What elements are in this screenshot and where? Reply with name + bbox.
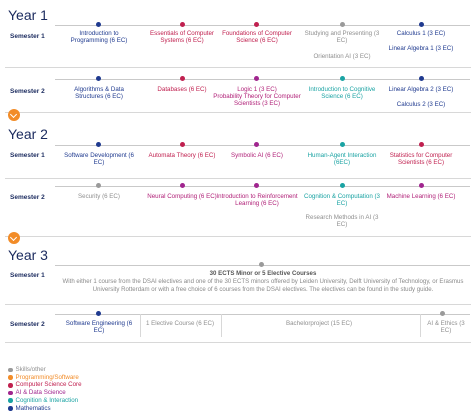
course-machine-learning[interactable]: Machine Learning (6 EC)	[386, 193, 456, 200]
course-dot-icon	[254, 142, 259, 147]
course-dot-icon	[96, 311, 101, 316]
y3s2-separator	[140, 314, 141, 337]
course-symbolic-ai[interactable]: Symbolic AI (6 EC)	[231, 152, 283, 159]
course-human-agent-interaction[interactable]: Human-Agent Interaction (6EC)	[307, 152, 377, 167]
course-dot-icon	[254, 183, 259, 188]
y1s1-timeline	[55, 25, 470, 26]
y3s2-separator	[420, 314, 421, 337]
course-dot-icon	[440, 311, 445, 316]
course-dot-icon	[340, 142, 345, 147]
year-1-title: Year 1	[8, 7, 48, 23]
minor-description: With either 1 course from the DSAI elect…	[62, 277, 464, 293]
course-automata-theory[interactable]: Automata Theory (6 EC)	[148, 152, 216, 159]
legend-dot-icon	[8, 367, 13, 373]
y3-semester-1-label: Semester 1	[10, 272, 45, 279]
legend-item-programming: Programming/Software	[8, 374, 82, 382]
legend-item-cognition: Cognition & Interaction	[8, 397, 82, 405]
course-ai-ethics[interactable]: AI & Ethics (3 EC)	[427, 320, 465, 335]
course-neural-computing[interactable]: Neural Computing (6 EC)	[147, 193, 217, 200]
course-algorithms-data-structures[interactable]: Algorithms & Data Structures (6 EC)	[74, 86, 124, 101]
course-dot-icon	[340, 22, 345, 27]
course-logic-1[interactable]: Logic 1 (3 EC)	[237, 86, 277, 93]
y1s2-timeline	[55, 79, 470, 80]
course-dot-icon	[180, 22, 185, 27]
course-software-engineering[interactable]: Software Engineering (6 EC)	[65, 320, 133, 335]
y3s2-timeline	[55, 314, 470, 315]
minor-title: 30 ECTS Minor or 5 Elective Courses	[209, 270, 317, 277]
course-databases[interactable]: Databases (6 EC)	[157, 86, 207, 93]
expand-year-1-chevron-icon[interactable]	[8, 109, 20, 121]
course-bachelorproject[interactable]: Bachelorproject (15 EC)	[285, 320, 353, 327]
y2s1-divider	[5, 178, 471, 179]
y3-semester-2-label: Semester 2	[10, 321, 45, 328]
y1-semester-2-label: Semester 2	[10, 88, 45, 95]
legend: Skills/other Programming/Software Comput…	[8, 366, 82, 412]
course-calculus-2[interactable]: Calculus 2 (3 EC)	[396, 101, 446, 108]
course-dot-icon	[180, 183, 185, 188]
course-dot-icon	[96, 22, 101, 27]
y2s1-timeline	[55, 145, 470, 146]
course-essentials-computer-systems[interactable]: Essentials of Computer Systems (6 EC)	[150, 30, 214, 45]
legend-dot-icon	[8, 383, 13, 388]
course-software-development[interactable]: Software Development (6 EC)	[64, 152, 134, 167]
legend-dot-icon	[8, 406, 13, 411]
y2-semester-1-label: Semester 1	[10, 152, 45, 159]
year-3-title: Year 3	[8, 247, 48, 263]
course-dot-icon	[96, 183, 101, 188]
course-intro-reinforcement-learning[interactable]: Introduction to Reinforcement Learning (…	[216, 193, 298, 208]
legend-item-ai-data-science: AI & Data Science	[8, 389, 82, 397]
legend-item-skills: Skills/other	[8, 366, 82, 374]
course-dot-icon	[180, 76, 185, 81]
course-cognition-computation[interactable]: Cognition & Computation (3 EC)	[303, 193, 380, 208]
course-dot-icon	[180, 142, 185, 147]
expand-year-2-chevron-icon[interactable]	[8, 232, 20, 244]
course-calculus-1[interactable]: Calculus 1 (3 EC)	[396, 30, 446, 37]
y1s2-divider	[5, 112, 471, 113]
course-dot-icon	[419, 22, 424, 27]
course-elective[interactable]: 1 Elective Course (6 EC)	[145, 320, 215, 327]
course-dot-icon	[419, 142, 424, 147]
legend-dot-icon	[8, 398, 13, 403]
y1-semester-1-label: Semester 1	[10, 33, 45, 40]
course-dot-icon	[254, 76, 259, 81]
y2-semester-2-label: Semester 2	[10, 194, 45, 201]
minor-electives-block[interactable]: 30 ECTS Minor or 5 Elective Courses With…	[62, 270, 464, 293]
y3s2-divider	[5, 342, 471, 343]
course-dot-icon	[254, 22, 259, 27]
y3s1-divider	[5, 304, 471, 305]
course-probability-theory[interactable]: Probability Theory for Computer Scientis…	[213, 93, 301, 108]
legend-item-cs-core: Computer Science Core	[8, 381, 82, 389]
year-2-title: Year 2	[8, 126, 48, 142]
course-intro-programming[interactable]: Introduction to Programming (6 EC)	[70, 30, 128, 45]
y1s1-divider	[5, 67, 471, 68]
course-studying-presenting[interactable]: Studying and Presenting (3 EC)	[304, 30, 380, 45]
course-statistics[interactable]: Statistics for Computer Scientists (6 EC…	[389, 152, 453, 167]
course-orientation-ai[interactable]: Orientation AI (3 EC)	[313, 53, 371, 60]
course-dot-icon	[340, 76, 345, 81]
course-dot-icon	[419, 76, 424, 81]
course-dot-icon	[259, 262, 264, 267]
course-linear-algebra-2[interactable]: Linear Algebra 2 (3 EC)	[388, 86, 454, 93]
course-linear-algebra-1[interactable]: Linear Algebra 1 (3 EC)	[388, 45, 454, 52]
y3s2-separator	[221, 314, 222, 337]
course-security[interactable]: Security (6 EC)	[78, 193, 120, 200]
legend-dot-icon	[8, 390, 13, 396]
course-intro-cognitive-science[interactable]: Introduction to Cognitive Science (6 EC)	[308, 86, 376, 101]
course-research-methods-ai[interactable]: Research Methods in AI (3 EC)	[305, 214, 379, 229]
legend-item-mathematics: Mathematics	[8, 405, 82, 413]
course-dot-icon	[96, 76, 101, 81]
y2s2-divider	[5, 236, 471, 237]
legend-dot-icon	[8, 375, 13, 380]
course-dot-icon	[96, 142, 101, 147]
course-dot-icon	[340, 183, 345, 188]
y2s2-timeline	[55, 186, 470, 187]
course-foundations-cs[interactable]: Foundations of Computer Science (6 EC)	[222, 30, 292, 45]
course-dot-icon	[419, 183, 424, 188]
